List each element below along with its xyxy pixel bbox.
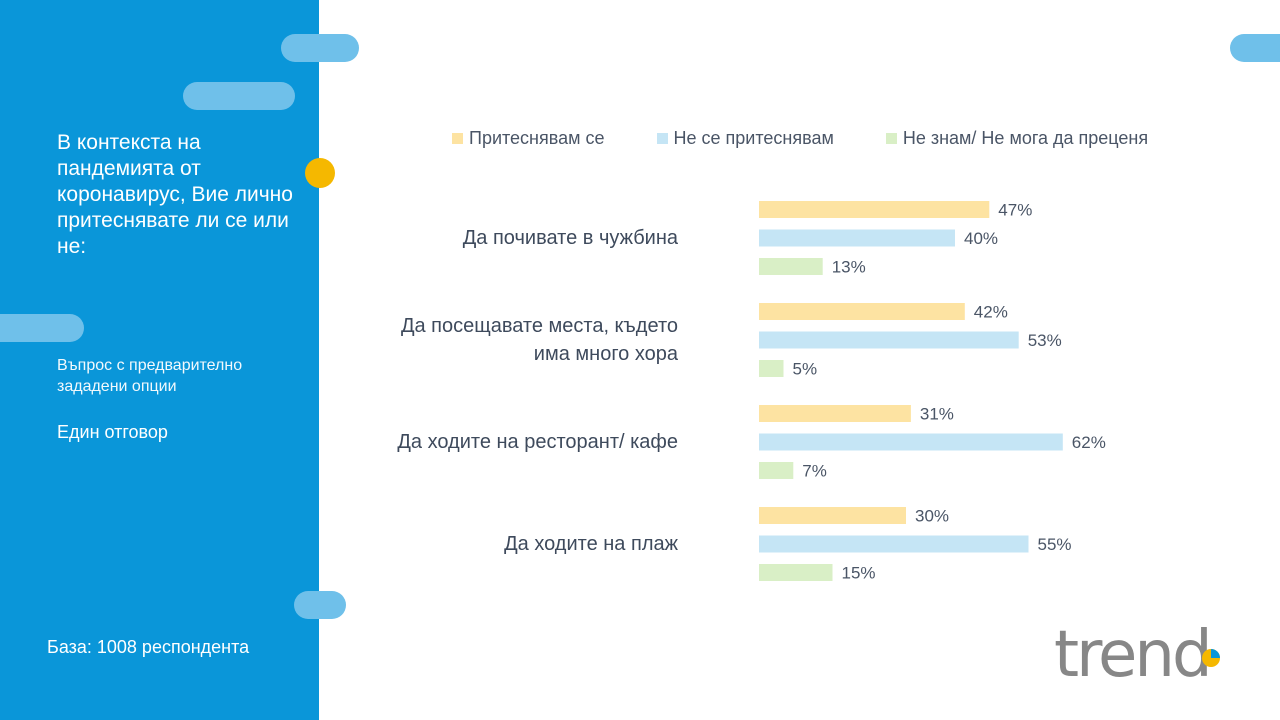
legend-item-dont-know: Не знам/ Не мога да преценя [885, 128, 1149, 149]
data-label-no-worry-0: 40% [964, 229, 998, 248]
data-label-worry-1: 42% [974, 303, 1008, 322]
decor-pill-right [1230, 34, 1280, 62]
legend-swatch-dont-know [885, 133, 897, 144]
logo-text: trend [1054, 618, 1210, 684]
decor-pill-second [183, 82, 295, 110]
bar-dont-know-0 [759, 258, 823, 275]
data-label-worry-3: 30% [915, 507, 949, 526]
decor-dot [305, 158, 335, 188]
legend-label-no-worry: Не се притеснявам [673, 128, 834, 148]
category-label-restaurant: Да ходите на ресторант/ кафе [397, 431, 678, 453]
data-label-dont-know-2: 7% [802, 462, 827, 481]
bar-no-worry-3 [759, 535, 1029, 553]
legend-item-worry: Притеснявам се [452, 128, 605, 149]
data-label-no-worry-1: 53% [1028, 331, 1062, 350]
chart-legend: Притеснявам се Не се притеснявам Не знам… [452, 128, 1200, 149]
category-label-abroad: Да почивате в чужбина [462, 227, 678, 249]
decor-pill-left [0, 314, 84, 342]
data-label-worry-2: 31% [920, 405, 954, 424]
data-label-dont-know-3: 15% [842, 564, 876, 583]
decor-pill-bottom [294, 591, 346, 619]
decor-pill-top [281, 34, 359, 62]
base-respondents-label: База: 1008 респондента [47, 637, 250, 657]
bar-no-worry-0 [759, 229, 955, 247]
legend-item-no-worry: Не се притеснявам [656, 128, 834, 149]
data-label-dont-know-1: 5% [793, 360, 818, 379]
legend-label-dont-know: Не знам/ Не мога да преценя [902, 128, 1149, 148]
category-label-crowded: Да посещавате места, където има много хо… [400, 315, 678, 365]
legend-label-worry: Притеснявам се [469, 128, 605, 148]
bar-dont-know-2 [759, 462, 794, 479]
bar-dont-know-1 [759, 360, 784, 377]
question-type-note: Въпрос с предварително зададени опции [57, 357, 243, 395]
bar-dont-know-3 [759, 564, 833, 581]
legend-swatch-worry [452, 133, 463, 144]
answer-type-label: Един отговор [57, 422, 168, 442]
logo-dot-blue [1211, 649, 1220, 658]
bar-no-worry-1 [759, 331, 1019, 349]
sidebar-panel: В контекста на пандемията от коронавирус… [0, 0, 319, 720]
category-label-beach: Да ходите на плаж [504, 533, 678, 555]
bar-worry-0 [759, 201, 990, 218]
data-label-dont-know-0: 13% [832, 258, 866, 277]
bar-worry-3 [759, 507, 906, 524]
question-text: В контекста на пандемията от коронавирус… [57, 131, 293, 258]
trend-logo: trend [1054, 618, 1220, 684]
legend-swatch-no-worry [656, 133, 668, 144]
bar-worry-2 [759, 405, 911, 422]
bar-no-worry-2 [759, 433, 1063, 451]
bar-worry-1 [759, 303, 965, 320]
data-label-no-worry-2: 62% [1072, 433, 1106, 452]
data-label-no-worry-3: 55% [1038, 535, 1072, 554]
data-label-worry-0: 47% [998, 201, 1032, 220]
